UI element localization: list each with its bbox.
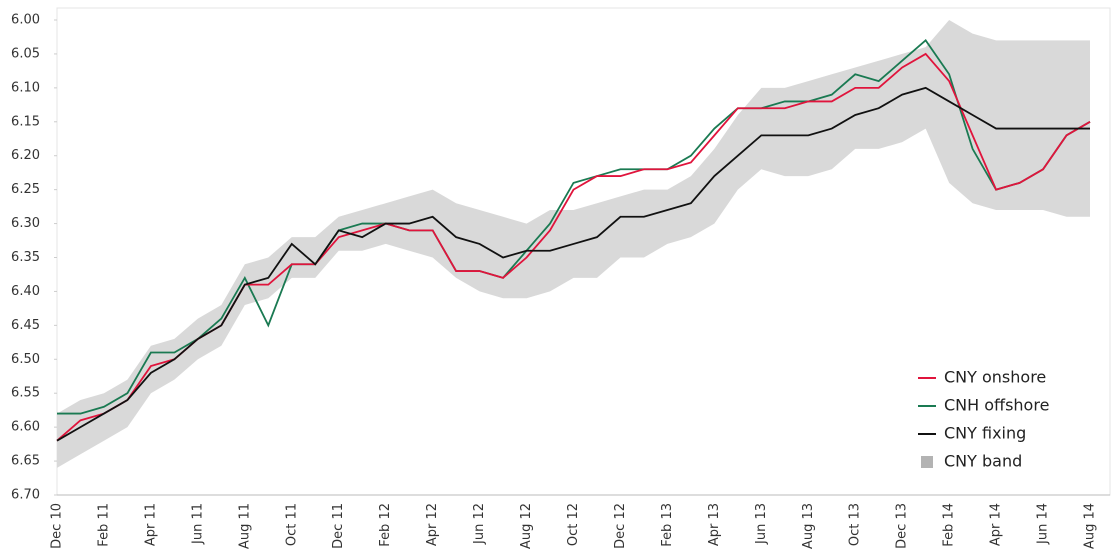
y-tick-label: 6.35 xyxy=(11,250,40,265)
x-tick-label: Dec 11 xyxy=(331,503,346,549)
x-tick-label: Oct 11 xyxy=(284,503,299,546)
y-tick-label: 6.45 xyxy=(11,318,40,333)
x-tick-label: Jun 12 xyxy=(472,503,487,545)
legend-label: CNY onshore xyxy=(944,368,1046,387)
x-tick-label: Apr 13 xyxy=(707,503,722,546)
y-tick-label: 6.00 xyxy=(11,13,40,28)
x-tick-label: Dec 10 xyxy=(50,503,65,549)
y-tick-label: 6.25 xyxy=(11,182,40,197)
series-line xyxy=(57,39,1091,415)
y-tick-label: 6.60 xyxy=(11,420,40,435)
y-tick-label: 6.05 xyxy=(11,46,40,61)
x-tick-label: Dec 13 xyxy=(895,503,910,549)
x-tick-label: Aug 12 xyxy=(519,503,534,549)
x-tick-label: Jun 13 xyxy=(754,503,769,545)
y-tick-label: 6.70 xyxy=(11,488,40,503)
legend-label: CNH offshore xyxy=(944,396,1049,415)
x-tick-label: Apr 12 xyxy=(425,503,440,546)
x-tick-label: Aug 13 xyxy=(801,503,816,549)
y-tick-label: 6.40 xyxy=(11,284,40,299)
legend-label: CNY fixing xyxy=(944,424,1026,443)
x-tick-label: Jun 11 xyxy=(190,503,205,545)
x-tick-label: Aug 11 xyxy=(237,503,252,549)
x-tick-label: Feb 14 xyxy=(942,503,957,547)
legend: CNY onshore CNH offshore CNY fixing CNY ban… xyxy=(918,368,1049,471)
legend-label: CNY band xyxy=(944,452,1022,471)
x-tick-label: Feb 13 xyxy=(660,503,675,547)
y-tick-label: 6.20 xyxy=(11,148,40,163)
legend-swatch xyxy=(921,456,933,468)
x-tick-label: Feb 12 xyxy=(378,503,393,547)
y-tick-label: 6.55 xyxy=(11,386,40,401)
x-tick-label: Feb 11 xyxy=(96,503,111,547)
x-tick-label: Dec 12 xyxy=(613,503,628,549)
series-line xyxy=(56,86,1090,442)
x-tick-label: Aug 14 xyxy=(1083,503,1098,549)
y-tick-label: 6.15 xyxy=(11,114,40,129)
y-tick-label: 6.65 xyxy=(11,454,40,469)
y-tick-label: 6.50 xyxy=(11,352,40,367)
y-tick-label: 6.30 xyxy=(11,216,40,231)
x-tick-label: Oct 12 xyxy=(566,503,581,546)
x-tick-label: Jun 14 xyxy=(1036,503,1051,545)
y-tick-label: 6.10 xyxy=(11,80,40,95)
x-tick-label: Apr 14 xyxy=(989,503,1004,546)
x-tick-label: Oct 13 xyxy=(848,503,863,546)
x-tick-label: Apr 11 xyxy=(143,503,158,546)
